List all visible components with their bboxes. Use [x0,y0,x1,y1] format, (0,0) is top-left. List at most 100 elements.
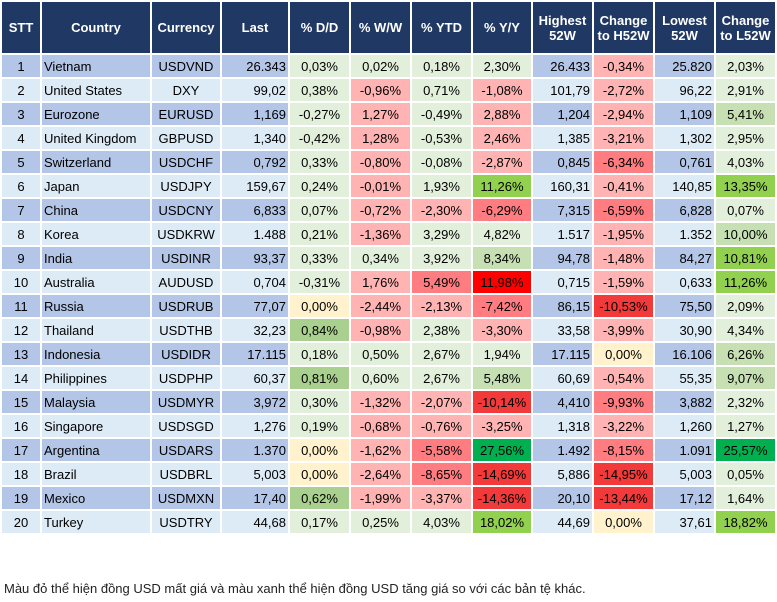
cell-dd: -0,31% [288,269,351,295]
header-row: STT Country Currency Last% D/D% W/W% YTD% Y… [0,0,777,55]
cell-ch: -6,59% [592,197,655,223]
header-last: Last [220,0,290,55]
cell-yy: 5,48% [471,365,533,391]
cell-h52: 5,886 [531,461,594,487]
cell-cl: 1,64% [714,485,777,511]
cell-l52: 55,35 [653,365,716,391]
cell-currency: AUDUSD [150,269,222,295]
cell-dd: -0,42% [288,125,351,151]
cell-yy: -3,30% [471,317,533,343]
cell-country: Mexico [40,485,152,511]
cell-h52: 160,31 [531,173,594,199]
table-row: 16 Singapore USDSGD 1,276 0,19% -0,68% -0,76% -… [0,413,777,439]
cell-country: Philippines [40,365,152,391]
cell-stt: 6 [0,173,42,199]
cell-ww: 0,25% [349,509,412,535]
cell-dd: 0,81% [288,365,351,391]
cell-yy: -14,36% [471,485,533,511]
cell-ch: -0,54% [592,365,655,391]
cell-yy: 11,26% [471,173,533,199]
cell-ytd: 2,67% [410,341,473,367]
cell-currency: USDPHP [150,365,222,391]
cell-ww: -2,64% [349,461,412,487]
cell-yy: 27,56% [471,437,533,463]
cell-country: Eurozone [40,101,152,127]
cell-ytd: 4,03% [410,509,473,535]
cell-ch: -14,95% [592,461,655,487]
cell-currency: USDTHB [150,317,222,343]
cell-h52: 4,410 [531,389,594,415]
cell-country: Russia [40,293,152,319]
header-ww: % W/W [349,0,412,55]
cell-last: 3,972 [220,389,290,415]
cell-yy: -10,14% [471,389,533,415]
cell-ytd: 2,38% [410,317,473,343]
cell-l52: 5,003 [653,461,716,487]
cell-cl: 2,32% [714,389,777,415]
cell-cl: 11,26% [714,269,777,295]
cell-cl: 0,07% [714,197,777,223]
cell-last: 1.370 [220,437,290,463]
cell-ytd: -2,13% [410,293,473,319]
cell-yy: 8,34% [471,245,533,271]
cell-cl: 10,00% [714,221,777,247]
table-row: 12 Thailand USDTHB 32,23 0,84% -0,98% 2,38% -3,… [0,317,777,343]
cell-last: 44,68 [220,509,290,535]
cell-currency: USDCNY [150,197,222,223]
cell-l52: 140,85 [653,173,716,199]
cell-cl: 25,57% [714,437,777,463]
cell-yy: 2,46% [471,125,533,151]
cell-ch: -10,53% [592,293,655,319]
table-row: 8 Korea USDKRW 1.488 0,21% -1,36% 3,29% 4,82% 1.… [0,221,777,247]
cell-dd: -0,27% [288,101,351,127]
cell-stt: 2 [0,77,42,103]
cell-stt: 7 [0,197,42,223]
cell-ytd: -0,76% [410,413,473,439]
footnote: Màu đỏ thể hiện đồng USD mất giá và màu … [4,581,586,596]
cell-currency: DXY [150,77,222,103]
cell-country: United States [40,77,152,103]
cell-dd: 0,33% [288,149,351,175]
cell-ww: 1,27% [349,101,412,127]
table-row: 9 India USDINR 93,37 0,33% 0,34% 3,92% 8,34% 94,… [0,245,777,271]
cell-ytd: 0,71% [410,77,473,103]
cell-ww: 0,60% [349,365,412,391]
cell-ytd: 0,18% [410,53,473,79]
cell-l52: 16.106 [653,341,716,367]
cell-ytd: 3,92% [410,245,473,271]
cell-dd: 0,00% [288,461,351,487]
cell-country: Japan [40,173,152,199]
cell-ch: -3,22% [592,413,655,439]
cell-yy: 2,88% [471,101,533,127]
cell-h52: 33,58 [531,317,594,343]
cell-stt: 17 [0,437,42,463]
cell-currency: USDARS [150,437,222,463]
cell-dd: 0,30% [288,389,351,415]
cell-l52: 1.352 [653,221,716,247]
cell-ytd: -5,58% [410,437,473,463]
cell-yy: -2,87% [471,149,533,175]
cell-last: 5,003 [220,461,290,487]
cell-currency: USDVND [150,53,222,79]
cell-dd: 0,00% [288,293,351,319]
cell-yy: 18,02% [471,509,533,535]
cell-ww: -1,62% [349,437,412,463]
cell-ytd: -0,53% [410,125,473,151]
header-dd: % D/D [288,0,351,55]
table-row: 3 Eurozone EURUSD 1,169 -0,27% 1,27% -0,49% 2,8… [0,101,777,127]
cell-ytd: 3,29% [410,221,473,247]
cell-currency: USDBRL [150,461,222,487]
cell-dd: 0,00% [288,437,351,463]
cell-currency: USDSGD [150,413,222,439]
cell-l52: 96,22 [653,77,716,103]
cell-currency: USDIDR [150,341,222,367]
cell-country: Malaysia [40,389,152,415]
cell-ch: -6,34% [592,149,655,175]
cell-country: Switzerland [40,149,152,175]
cell-country: Singapore [40,413,152,439]
cell-l52: 1.091 [653,437,716,463]
cell-ytd: 2,67% [410,365,473,391]
cell-country: India [40,245,152,271]
cell-country: Korea [40,221,152,247]
cell-yy: 2,30% [471,53,533,79]
